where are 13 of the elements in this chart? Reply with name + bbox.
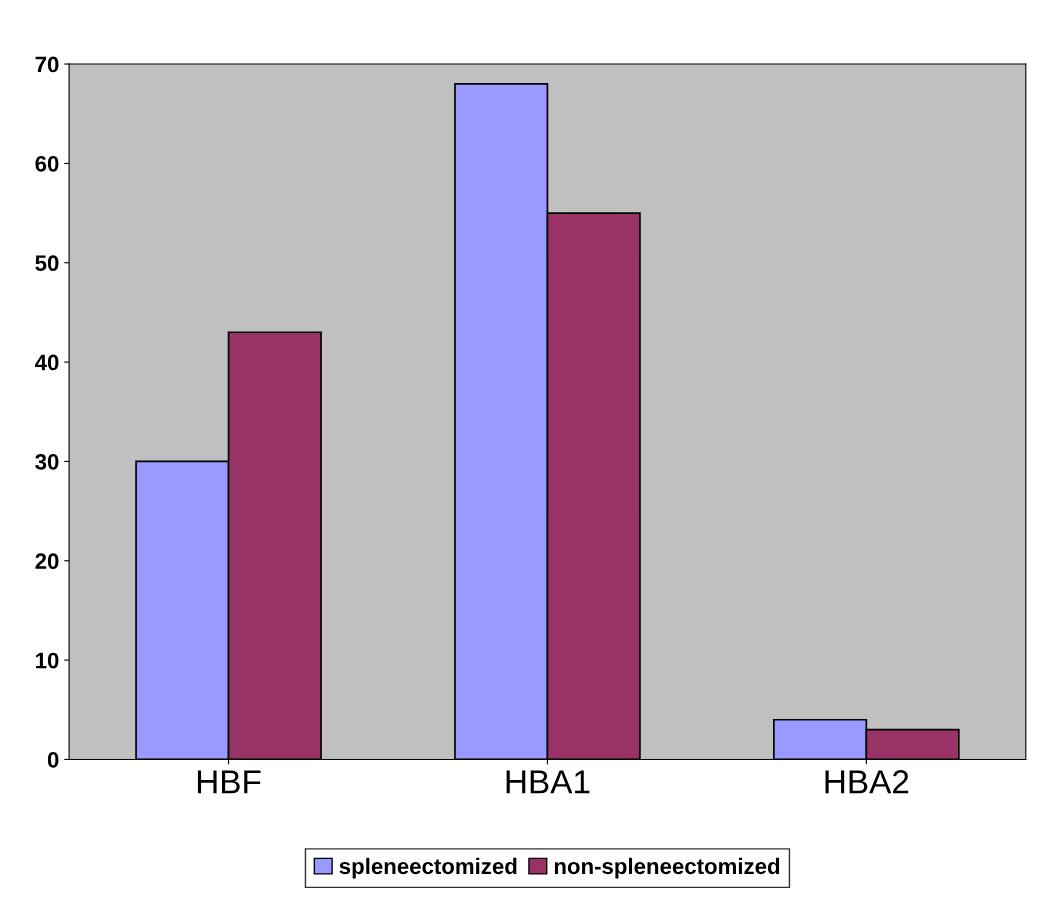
x-tick-label: HBF [197, 770, 261, 794]
y-tick-label: 60 [35, 155, 59, 172]
y-tick-label: 30 [35, 453, 59, 470]
y-tick-label: 70 [35, 56, 59, 73]
y-tick-label: 10 [36, 652, 59, 669]
x-tick-label: HBA2 [825, 770, 909, 794]
y-tick-label: 20 [35, 553, 59, 570]
y-tick-label: 0 [47, 751, 59, 768]
legend-label: non-spleneectomized [554, 857, 780, 879]
y-tick-label: 40 [34, 354, 59, 371]
legend-label: spleneectomized [339, 857, 517, 879]
y-tick-label: 50 [35, 255, 59, 272]
x-tick-label: HBA1 [506, 770, 590, 794]
